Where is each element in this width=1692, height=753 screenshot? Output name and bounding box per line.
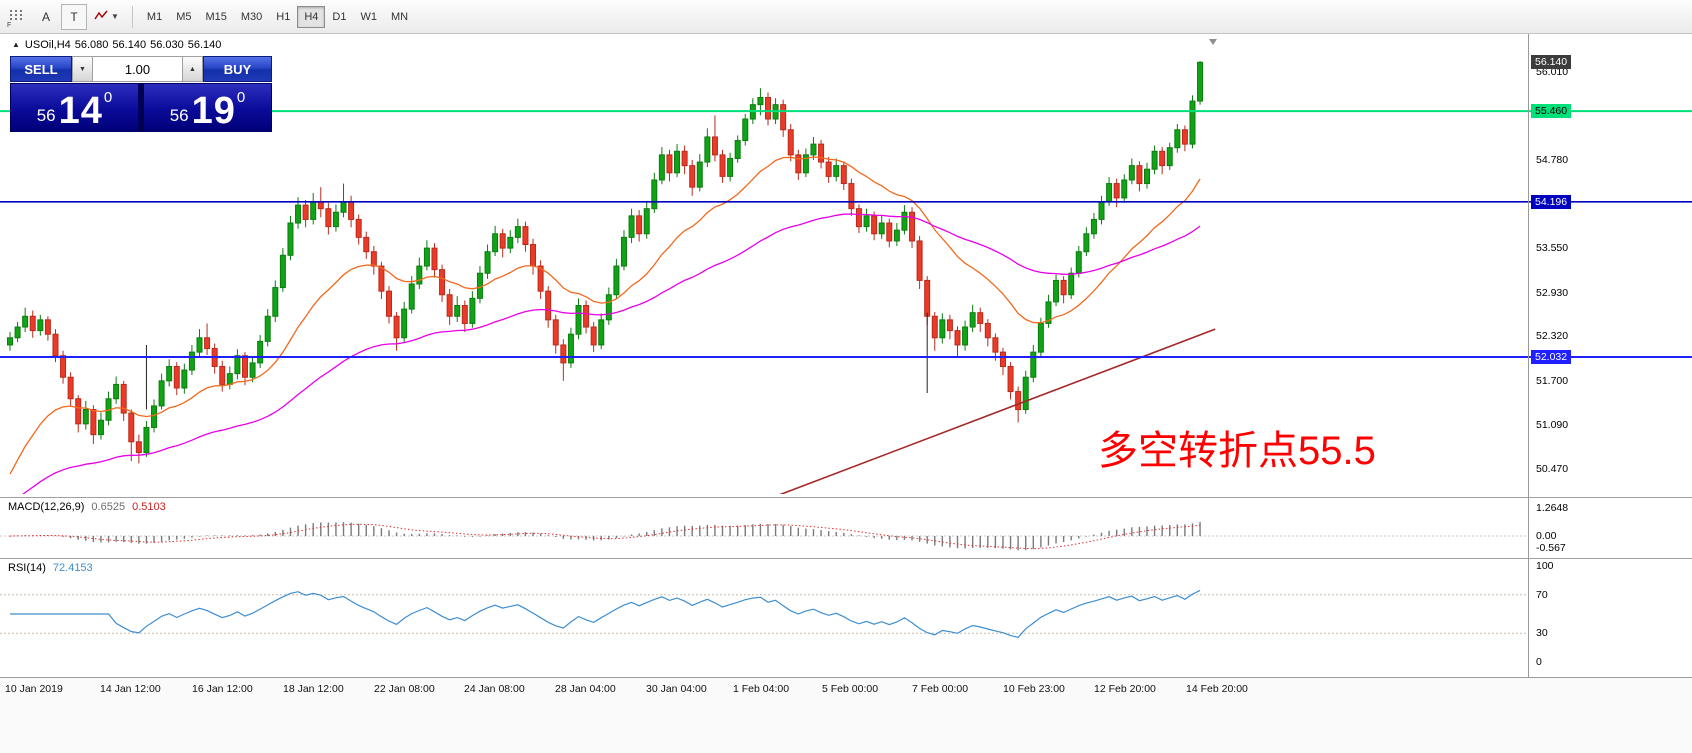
timeframe-button-h4[interactable]: H4 <box>297 5 326 28</box>
volume-down-button[interactable]: ▼ <box>72 56 93 82</box>
macd-indicator-label: MACD(12,26,9) 0.6525 0.5103 <box>8 501 166 513</box>
time-scale[interactable]: 10 Jan 2019 14 Jan 12:00 16 Jan 12:00 18 Ja… <box>0 677 1692 753</box>
grid-icon-button[interactable]: F <box>3 4 31 30</box>
rsi-scale-label: 0 <box>1536 656 1542 668</box>
rsi-name: RSI(14) <box>8 562 46 574</box>
macd-scale-label: 0.00 <box>1536 530 1557 542</box>
time-tick-label: 18 Jan 12:00 <box>283 683 344 695</box>
macd-name: MACD(12,26,9) <box>8 501 85 513</box>
text-tool-button[interactable]: T <box>61 3 87 30</box>
buy-button[interactable]: BUY <box>203 56 272 82</box>
volume-input[interactable] <box>93 56 182 82</box>
time-tick-label: 24 Jan 08:00 <box>464 683 525 695</box>
rsi-value: 72.4153 <box>52 562 93 574</box>
arrow-tool-button[interactable]: A <box>33 4 59 30</box>
time-tick-label: 5 Feb 00:00 <box>822 683 879 695</box>
price-tick-label: 50.470 <box>1536 463 1569 476</box>
time-tick-label: 14 Jan 12:00 <box>100 683 161 695</box>
hline-price-label: 55.460 <box>1531 104 1572 119</box>
macd-scale-label: 1.2648 <box>1536 502 1569 515</box>
symbol-period-label: USOil,H4 <box>24 39 71 51</box>
hline-price-label: 52.032 <box>1531 350 1572 364</box>
price-tick-label: 51.700 <box>1536 374 1569 387</box>
price-tick-label: 51.090 <box>1536 418 1569 431</box>
chart-ohlc-header: ▲ USOil,H4 56.080 56.140 56.030 56.140 <box>12 39 225 51</box>
timeframe-button-mn[interactable]: MN <box>384 6 415 28</box>
timeframe-button-m1[interactable]: M1 <box>140 6 169 28</box>
timeframe-button-m5[interactable]: M5 <box>169 6 198 28</box>
ask-price-sup: 0 <box>236 89 246 106</box>
macd-main-value: 0.6525 <box>91 501 126 513</box>
timeframe-button-d1[interactable]: D1 <box>325 6 353 28</box>
time-tick-label: 10 Feb 23:00 <box>1003 683 1065 695</box>
grid-icon <box>8 9 26 25</box>
price-tick-label: 52.320 <box>1536 330 1569 343</box>
macd-signal-value: 0.5103 <box>132 501 166 513</box>
chevron-down-icon: ▼ <box>111 12 119 21</box>
time-tick-label: 30 Jan 04:00 <box>646 683 707 695</box>
ask-price-small: 56 <box>169 106 189 125</box>
time-tick-label: 7 Feb 00:00 <box>912 683 969 695</box>
price-tick-label: 54.780 <box>1536 153 1569 166</box>
price-tick-label: 53.550 <box>1536 242 1569 255</box>
rsi-scale-label: 70 <box>1536 588 1548 601</box>
bid-price-sup: 0 <box>103 89 113 106</box>
rsi-indicator-label: RSI(14) 72.4153 <box>8 562 93 574</box>
rsi-scale-label: 30 <box>1536 627 1548 640</box>
ask-price-big: 19 <box>191 89 236 132</box>
timeframe-button-m30[interactable]: M30 <box>234 6 269 28</box>
rsi-scale-label: 100 <box>1536 560 1554 572</box>
current-price-label: 56.140 <box>1531 55 1572 70</box>
time-tick-label: 1 Feb 04:00 <box>733 683 790 695</box>
time-tick-label: 28 Jan 04:00 <box>555 683 616 695</box>
volume-up-button[interactable]: ▲ <box>182 56 203 82</box>
timeframe-button-w1[interactable]: W1 <box>353 6 384 28</box>
bid-ask-divider <box>139 83 143 132</box>
low-value: 56.030 <box>150 39 184 51</box>
toolbar-separator <box>131 5 133 28</box>
bid-price-small: 56 <box>36 106 56 125</box>
grid-icon-sublabel: F <box>7 21 12 29</box>
time-tick-label: 12 Feb 20:00 <box>1094 683 1156 695</box>
collapse-triangle-icon[interactable]: ▲ <box>12 40 20 49</box>
price-tick-label: 52.930 <box>1536 286 1569 299</box>
high-value: 56.140 <box>112 39 147 51</box>
time-tick-label: 22 Jan 08:00 <box>374 683 435 695</box>
time-tick-label: 14 Feb 20:00 <box>1186 683 1248 695</box>
shapes-dropdown-button[interactable]: ▼ <box>89 4 124 30</box>
sell-button[interactable]: SELL <box>10 56 72 82</box>
close-value: 56.140 <box>187 39 222 51</box>
hline-price-label: 54.196 <box>1531 194 1572 209</box>
time-tick-label: 16 Jan 12:00 <box>192 683 253 695</box>
timeframe-group: M1 M5 M15 M30 H1 H4 D1 W1 MN <box>140 5 415 28</box>
bid-price-big: 14 <box>58 89 103 132</box>
one-click-trading-panel: SELL ▼ ▲ BUY 56 14 0 56 19 0 <box>10 56 272 132</box>
timeframe-button-m15[interactable]: M15 <box>198 6 233 28</box>
open-value: 56.080 <box>74 39 109 51</box>
time-tick-label: 10 Jan 2019 <box>5 683 63 695</box>
zigzag-line-icon <box>94 9 109 24</box>
macd-scale-label: -0.567 <box>1536 542 1566 555</box>
toolbar: F A T ▼ M1 M5 M15 M30 H1 H4 D1 W1 MN <box>0 0 1692 34</box>
ask-price-display[interactable]: 56 19 0 <box>143 83 272 132</box>
price-scale[interactable]: 56.010 54.780 53.550 52.930 52.320 51.700 51.0… <box>1528 34 1692 677</box>
chart-text-annotation[interactable]: 多空转折点55.5 <box>1098 429 1376 473</box>
timeframe-button-h1[interactable]: H1 <box>269 6 297 28</box>
bid-price-display[interactable]: 56 14 0 <box>10 83 139 132</box>
